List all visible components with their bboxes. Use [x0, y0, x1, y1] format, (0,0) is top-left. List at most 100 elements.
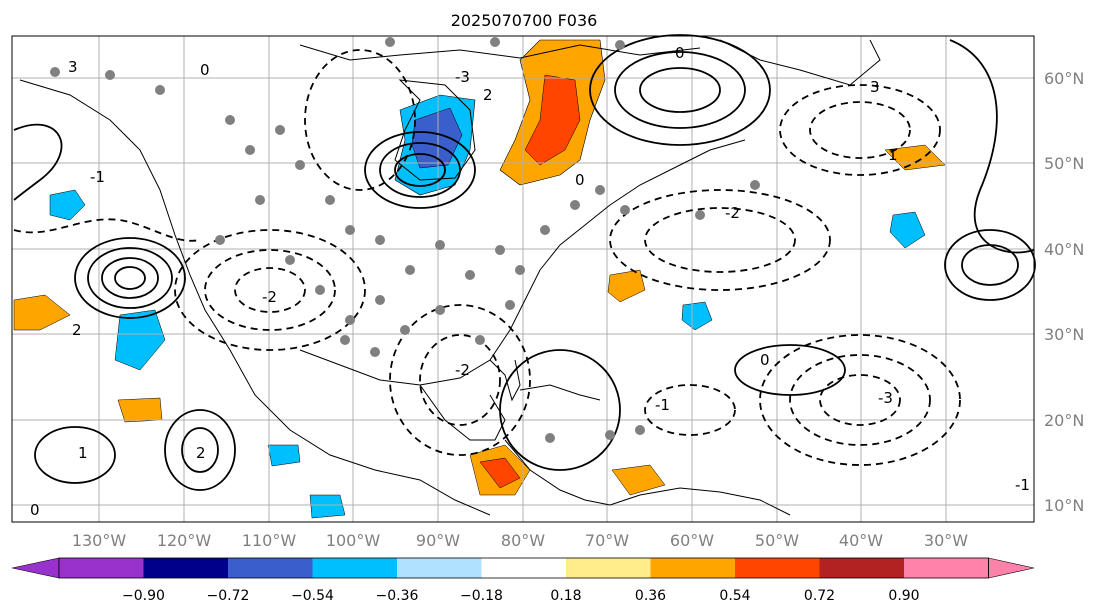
dot	[325, 195, 335, 205]
lat-label-40: 40°N	[1044, 240, 1084, 259]
coastline-north-america-west	[19, 79, 491, 516]
dot	[615, 40, 625, 50]
contour-solid-nw	[13, 123, 63, 201]
coastline-south-america	[609, 487, 791, 516]
contour-solid-sw-1	[34, 426, 116, 484]
colorbar-bin	[397, 558, 482, 578]
dot	[225, 115, 235, 125]
colorbar-bin	[59, 558, 144, 578]
contour-solid-mid-atl	[734, 344, 846, 396]
contour-dashed-canada-west	[304, 49, 416, 191]
lon-label-130: 130°W	[72, 531, 127, 550]
coastline-gulf	[299, 139, 746, 386]
colorbar-bin	[228, 558, 313, 578]
contour-dashed-west-1	[174, 229, 366, 351]
shade-red-gulfmex	[479, 457, 521, 489]
colorbar-over-arrow	[988, 557, 1035, 579]
dot	[375, 295, 385, 305]
colorbar-under-arrow	[11, 557, 60, 579]
colorbar-tick-label: −0.18	[460, 588, 503, 604]
shade-blue-epac2	[309, 494, 346, 519]
dot	[385, 37, 395, 47]
dot	[375, 235, 385, 245]
map-panel: 3 2 0 -1 -2 -3 1 2 0 -2 1 -3 2 0 -1 0 -2…	[11, 34, 1036, 523]
contour-solid-east-atl-1	[944, 229, 1036, 301]
contour-label: 0	[575, 171, 585, 189]
coastline-florida	[489, 359, 521, 402]
contour-label: 0	[30, 501, 40, 519]
dot	[435, 240, 445, 250]
lon-label-90: 90°W	[416, 531, 460, 550]
gridlines	[12, 36, 1034, 522]
lon-label-110: 110°W	[242, 531, 297, 550]
contour-dashed-atl-1	[759, 334, 961, 466]
contour-dashed-west-2	[204, 249, 336, 331]
contour-dashed-west-3	[234, 267, 306, 313]
contour-label: -3	[878, 389, 893, 407]
contour-solid-labrador-3	[639, 67, 721, 113]
lat-label-10: 10°N	[1044, 496, 1084, 515]
contour-solid-pac-high-2	[87, 247, 173, 309]
significance-dots	[50, 37, 760, 443]
colorbar-tick-label: −0.72	[207, 588, 250, 604]
dot	[490, 37, 500, 47]
coastline-greenland	[719, 39, 881, 86]
contour-solid-carib	[499, 349, 621, 471]
contour-solid-canada-3	[394, 153, 446, 187]
contour-dashed-gulf-1	[389, 304, 531, 456]
coastline-yucatan	[419, 384, 506, 441]
colorbar-bin-top	[904, 558, 989, 578]
coastline-cuba	[519, 384, 601, 401]
contour-solid-ne-ridge	[949, 39, 1035, 254]
dot	[405, 265, 415, 275]
contour-label: -2	[725, 204, 740, 222]
dot	[570, 200, 580, 210]
dot	[750, 180, 760, 190]
dot	[245, 145, 255, 155]
contour-label: 3	[870, 78, 880, 96]
coastline-arctic	[299, 44, 701, 61]
dot	[345, 315, 355, 325]
contour-label: 2	[72, 321, 82, 339]
shade-blue-baja	[114, 309, 166, 371]
dot	[315, 285, 325, 295]
dot	[545, 433, 555, 443]
shaded-fields	[13, 39, 946, 519]
contour-solid-sw-2	[164, 409, 236, 491]
contour-dashed-north-atl-2	[809, 101, 911, 159]
contour-dashed-westatl-1	[609, 189, 831, 291]
dot	[620, 205, 630, 215]
dot	[435, 305, 445, 315]
dot	[695, 210, 705, 220]
dot	[285, 255, 295, 265]
dot	[50, 67, 60, 77]
contour-solid-canada-2	[379, 142, 461, 198]
lon-label-100: 100°W	[326, 531, 381, 550]
shade-orange-carib	[611, 464, 666, 496]
contour-label: -2	[455, 361, 470, 379]
colorbar-tick-label: −0.90	[122, 588, 165, 604]
colorbar-tick-label: 0.18	[550, 588, 581, 604]
dot	[370, 347, 380, 357]
contour-label: -1	[90, 168, 105, 186]
colorbar-outline	[58, 557, 989, 579]
colorbar-bin	[819, 558, 904, 578]
coastlines	[19, 39, 881, 516]
colorbar-tick-label: 0.72	[804, 588, 835, 604]
contour-label: 2	[196, 444, 206, 462]
contour-solid-canada-1	[364, 131, 476, 209]
colorbar-tick-label: 0.36	[635, 588, 666, 604]
dot	[340, 335, 350, 345]
contour-solid-labrador-2	[614, 51, 746, 129]
contour-solid-pac-high-1	[74, 237, 186, 319]
shade-blue-pacific	[49, 189, 86, 221]
contour-label: 0	[675, 44, 685, 62]
shade-red-north	[524, 74, 581, 166]
contour-label: -1	[1015, 476, 1030, 494]
contours-solid	[13, 34, 1036, 491]
contour-label: -1	[655, 396, 670, 414]
dot	[495, 245, 505, 255]
colorbar-tick-label: 0.54	[719, 588, 750, 604]
contour-labels: 3 2 0 -1 -2 -3 1 2 0 -2 1 -3 2 0 -1 0 -2…	[30, 44, 1030, 519]
